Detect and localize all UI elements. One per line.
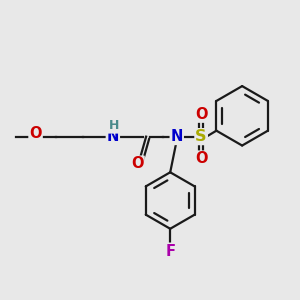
Text: O: O bbox=[29, 126, 42, 141]
Text: S: S bbox=[195, 129, 207, 144]
Text: O: O bbox=[195, 152, 207, 166]
Text: H: H bbox=[108, 120, 118, 133]
Text: O: O bbox=[195, 107, 207, 122]
Text: N: N bbox=[171, 129, 183, 144]
Text: H: H bbox=[109, 119, 119, 132]
Text: N: N bbox=[107, 129, 119, 144]
Text: F: F bbox=[165, 244, 175, 259]
Text: O: O bbox=[131, 157, 144, 172]
